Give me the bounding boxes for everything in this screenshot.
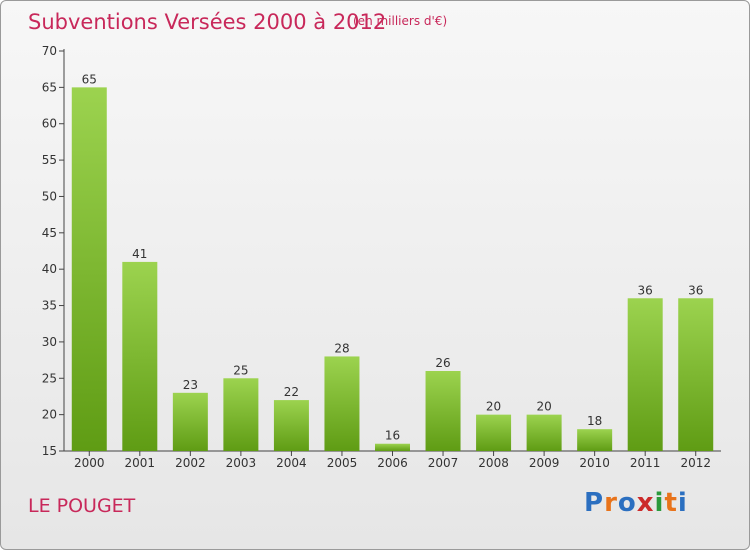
y-tick-label: 70 — [42, 44, 57, 58]
x-tick-label: 2001 — [125, 456, 156, 470]
y-tick-label: 40 — [42, 262, 57, 276]
x-tick-label: 2008 — [478, 456, 509, 470]
bar-value-label: 65 — [82, 72, 97, 86]
y-tick-label: 45 — [42, 226, 57, 240]
x-tick-label: 2010 — [579, 456, 610, 470]
bar-value-label: 36 — [638, 283, 653, 297]
bar-2011 — [627, 298, 663, 451]
x-tick-label: 2004 — [276, 456, 307, 470]
bar-2000 — [71, 87, 107, 451]
bar-2008 — [476, 414, 512, 451]
logo-letter: t — [664, 488, 678, 518]
bar-value-label: 18 — [587, 414, 602, 428]
bar-2012 — [678, 298, 714, 451]
x-tick-label: 2002 — [175, 456, 206, 470]
bar-2006 — [375, 443, 410, 451]
logo-letter: P — [584, 488, 605, 518]
bar-2001 — [122, 261, 158, 451]
logo-letter: i — [654, 488, 665, 518]
y-tick-label: 20 — [42, 408, 57, 422]
y-tick-label: 35 — [42, 299, 57, 313]
bar-2002 — [172, 392, 208, 451]
x-tick-label: 2009 — [529, 456, 560, 470]
x-tick-label: 2000 — [74, 456, 105, 470]
chart-units: (en milliers d'€) — [353, 14, 448, 28]
bar-value-label: 20 — [486, 400, 501, 414]
logo-letter: x — [636, 488, 655, 518]
bar-2003 — [223, 378, 259, 451]
bar-value-label: 16 — [385, 429, 400, 443]
y-tick-label: 50 — [42, 189, 57, 203]
bar-value-label: 26 — [435, 356, 450, 370]
bar-value-label: 28 — [334, 341, 349, 355]
y-tick-label: 55 — [42, 153, 57, 167]
y-tick-label: 15 — [42, 444, 57, 458]
proxiti-logo: Proxiti — [584, 488, 688, 518]
y-tick-label: 30 — [42, 335, 57, 349]
axes: 15 20 25 30 35 40 45 50 55 60 65 70 — [42, 44, 721, 458]
logo-letter: i — [677, 488, 688, 518]
bar-2005 — [324, 356, 360, 451]
x-tick-label: 2011 — [630, 456, 661, 470]
bar-value-label: 36 — [688, 283, 703, 297]
bar-value-label: 25 — [233, 363, 248, 377]
place-name: LE POUGET — [28, 495, 136, 517]
y-tick-label: 25 — [42, 371, 57, 385]
labels: 65 2000 41 2001 23 2002 25 2003 22 2004 28 2005 16 20… — [74, 72, 711, 470]
x-tick-label: 2007 — [428, 456, 459, 470]
bar-value-label: 22 — [284, 385, 299, 399]
y-tick-label: 65 — [42, 80, 57, 94]
x-tick-label: 2005 — [327, 456, 358, 470]
bar-2004 — [273, 400, 309, 451]
x-tick-label: 2003 — [226, 456, 257, 470]
y-tick-label: 60 — [42, 117, 57, 131]
bar-2009 — [526, 414, 562, 451]
bar-2010 — [577, 429, 613, 451]
logo-letter: r — [604, 488, 618, 518]
bar-2007 — [425, 371, 461, 451]
logo-letter: o — [617, 488, 637, 518]
bar-value-label: 41 — [132, 247, 147, 261]
chart-title: Subventions Versées 2000 à 2012 — [28, 10, 387, 34]
bars — [71, 87, 714, 451]
x-tick-label: 2012 — [680, 456, 711, 470]
bar-value-label: 23 — [183, 378, 198, 392]
x-tick-label: 2006 — [377, 456, 408, 470]
bar-value-label: 20 — [536, 400, 551, 414]
